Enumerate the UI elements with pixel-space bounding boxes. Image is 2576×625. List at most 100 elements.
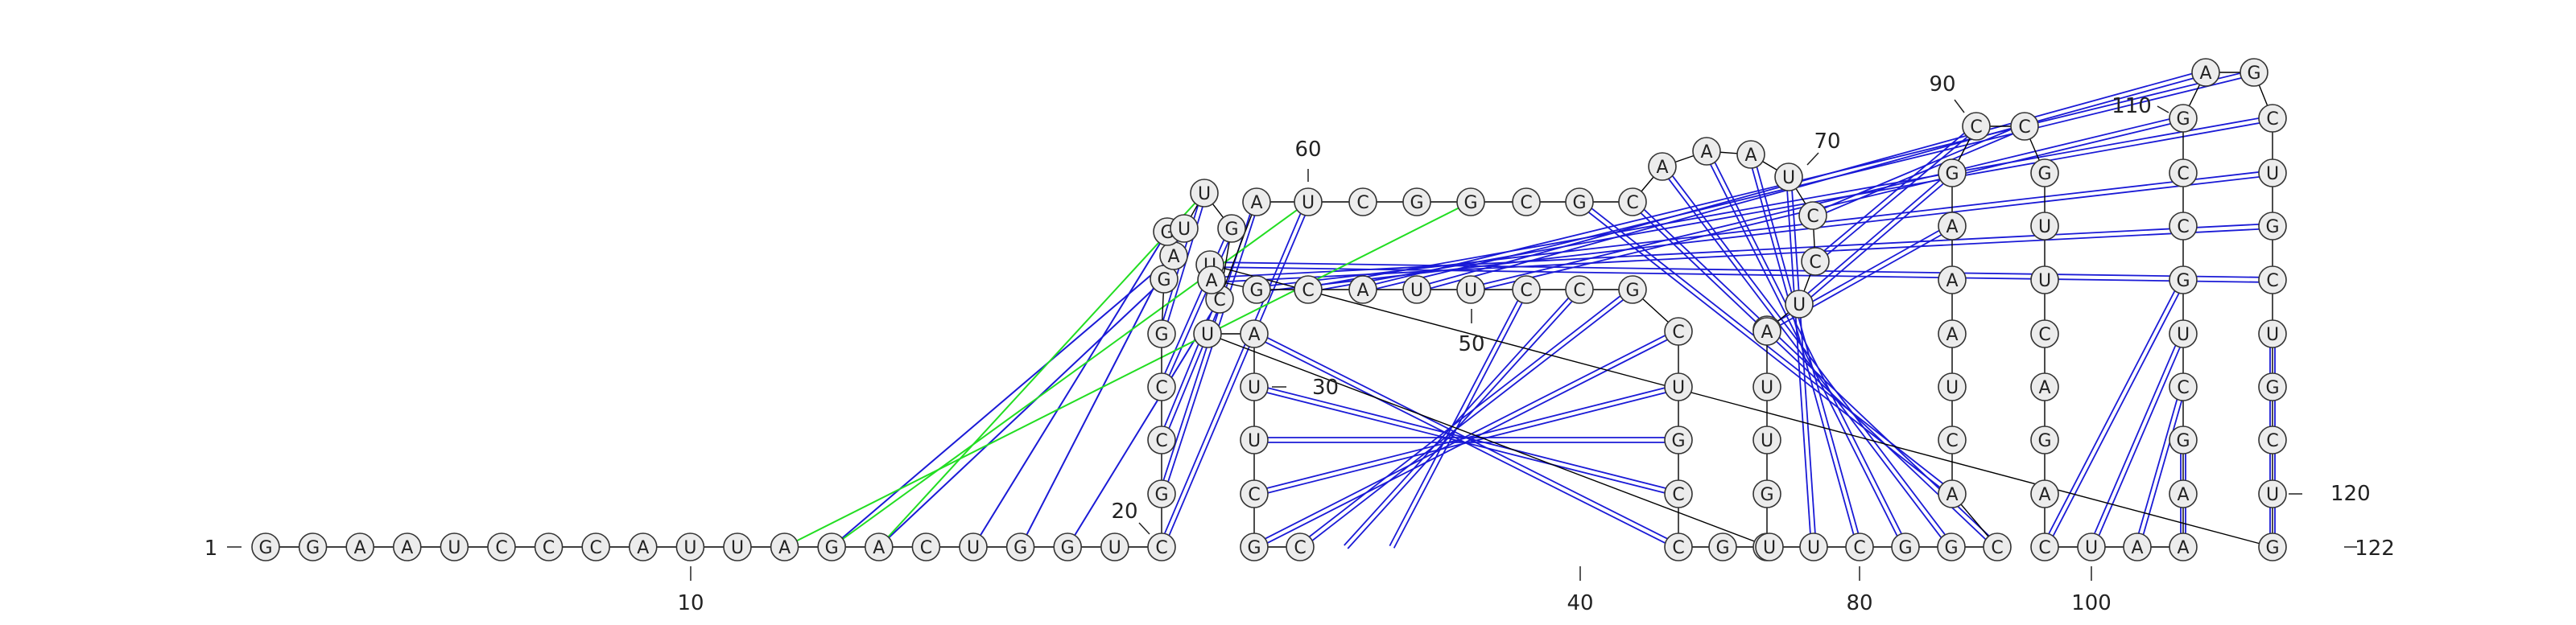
nucleotide-letter: G bbox=[2037, 431, 2051, 451]
nucleotide-21: G bbox=[1147, 479, 1176, 508]
nucleotide-circle bbox=[1242, 187, 1271, 216]
nucleotide-106: G bbox=[1618, 275, 1647, 304]
nucleotide-letter: G bbox=[258, 538, 272, 558]
nucleotide-letter: U bbox=[1464, 281, 1477, 301]
nucleotide-letter: A bbox=[354, 538, 366, 558]
base-pair-line bbox=[2134, 385, 2182, 547]
nucleotide-letter: C bbox=[1213, 290, 1225, 310]
nucleotide-30: G bbox=[1217, 214, 1246, 243]
base-pair-line bbox=[1158, 200, 1307, 547]
nucleotide-letter: C bbox=[920, 538, 932, 558]
nucleotide-65: C bbox=[1962, 112, 1991, 141]
nucleotide-letter: U bbox=[2266, 164, 2279, 184]
nucleotide-letter: U bbox=[1178, 220, 1191, 240]
nucleotide-89: U bbox=[2258, 158, 2287, 187]
pseudoknot-line bbox=[784, 201, 1472, 548]
nucleotide-2: G bbox=[298, 532, 328, 561]
nucleotide-circle bbox=[1147, 479, 1176, 508]
nucleotide-letter: G bbox=[1898, 538, 1912, 558]
nucleotide-38: G bbox=[1565, 187, 1594, 216]
nucleotide-8: C bbox=[581, 532, 611, 561]
nucleotide-letter: U bbox=[1793, 295, 1806, 315]
end-label: 122 bbox=[2355, 537, 2395, 561]
nucleotide-102: U bbox=[1402, 275, 1431, 304]
base-pair-line bbox=[2092, 334, 2186, 549]
nucleotide-circle bbox=[1938, 212, 1967, 241]
nucleotide-letter: A bbox=[1744, 146, 1757, 166]
nucleotide-letter: G bbox=[2265, 217, 2279, 237]
nucleotide-circle bbox=[1938, 479, 1967, 508]
nucleotide-61: A bbox=[1938, 319, 1967, 348]
nucleotide-circle bbox=[251, 532, 280, 561]
nucleotide-circle bbox=[2258, 532, 2287, 561]
nucleotide-circle bbox=[1147, 372, 1176, 401]
nucleotide-letter: G bbox=[1944, 538, 1958, 558]
base-pair-line bbox=[1813, 124, 1975, 261]
nucleotide-circle bbox=[1512, 275, 1541, 304]
nucleotide-letter: G bbox=[1224, 220, 1238, 240]
base-pair-line bbox=[1209, 266, 2273, 283]
tertiary-contact-line bbox=[972, 231, 1168, 548]
nucleotide-78: A bbox=[2169, 479, 2198, 508]
base-pair-line bbox=[1347, 290, 1582, 549]
nucleotide-circle bbox=[581, 532, 611, 561]
nucleotide-circle bbox=[1648, 152, 1677, 181]
nucleotide-circle bbox=[1752, 317, 1781, 346]
nucleotide-letter: C bbox=[1672, 485, 1684, 505]
nucleotide-circle bbox=[1147, 319, 1176, 348]
nucleotide-letter: U bbox=[1782, 168, 1795, 188]
nucleotide-letter: U bbox=[2038, 217, 2051, 237]
base-pair-line bbox=[1162, 202, 1311, 549]
nucleotide-circle bbox=[1053, 532, 1082, 561]
nucleotide-circle bbox=[1456, 275, 1485, 304]
position-label-20: 20 bbox=[1111, 500, 1137, 524]
position-label-110: 110 bbox=[2112, 94, 2152, 118]
nucleotide-17: G bbox=[1005, 532, 1035, 561]
nucleotide-46: U bbox=[1785, 290, 1814, 319]
nucleotide-63: A bbox=[1938, 212, 1967, 241]
nucleotide-letter: C bbox=[1155, 431, 1167, 451]
nucleotide-letter: A bbox=[1205, 271, 1217, 291]
nucleotide-29: U bbox=[1190, 179, 1219, 208]
position-label-30: 30 bbox=[1312, 376, 1339, 400]
tertiary-contact-line bbox=[831, 255, 1174, 548]
nucleotide-letter: G bbox=[1945, 164, 1959, 184]
nucleotide-circle bbox=[1565, 275, 1594, 304]
nucleotide-letter: U bbox=[1761, 378, 1773, 398]
nucleotide-circle bbox=[2258, 212, 2287, 241]
nucleotide-3: A bbox=[345, 532, 375, 561]
nucleotide-letter: A bbox=[2177, 538, 2189, 558]
base-pair-line bbox=[2139, 387, 2186, 549]
nucleotide-letter: A bbox=[1167, 247, 1179, 267]
nucleotide-95: U bbox=[2258, 479, 2287, 508]
nucleotide-circle bbox=[1348, 275, 1377, 304]
nucleotide-circle bbox=[1664, 479, 1693, 508]
nucleotide-circle bbox=[1752, 372, 1781, 401]
nucleotide-letter: C bbox=[1946, 431, 1958, 451]
nucleotide-96: G bbox=[2258, 532, 2287, 561]
nucleotide-28: U bbox=[1170, 214, 1199, 243]
nucleotide-letter: U bbox=[1672, 378, 1685, 398]
nucleotide-circle bbox=[1193, 319, 1222, 348]
nucleotide-90: G bbox=[2258, 212, 2287, 241]
nucleotide-circle bbox=[2169, 104, 2198, 133]
nucleotide-circle bbox=[1938, 158, 1967, 187]
nucleotide-9: A bbox=[628, 532, 658, 561]
nucleotide-circle bbox=[298, 532, 328, 561]
nucleotide-letter: C bbox=[1520, 281, 1532, 301]
nucleotide-letter: A bbox=[1761, 323, 1773, 343]
nucleotide-58: A bbox=[1938, 479, 1967, 508]
nucleotide-107: C bbox=[1664, 317, 1693, 346]
nucleotide-letter: G bbox=[306, 538, 320, 558]
base-pair-line bbox=[1162, 202, 1260, 495]
nucleotide-letter: C bbox=[1853, 538, 1865, 558]
nucleotide-circle bbox=[770, 532, 799, 561]
nucleotide-circle bbox=[1785, 290, 1814, 319]
tick-mark bbox=[1954, 99, 1965, 113]
nucleotide-letter: A bbox=[1946, 325, 1958, 345]
start-label: 1 bbox=[204, 537, 218, 561]
nucleotide-letter: C bbox=[2266, 271, 2278, 291]
nucleotide-circle bbox=[1708, 532, 1737, 561]
nucleotide-letter: U bbox=[1248, 378, 1261, 398]
